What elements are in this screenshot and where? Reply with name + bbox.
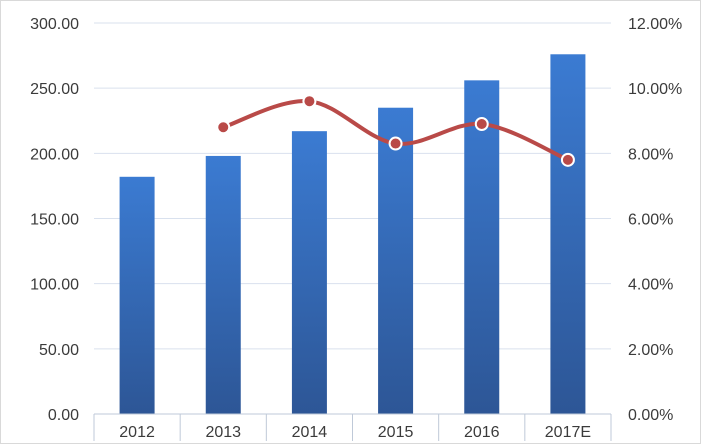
bar-2013	[205, 155, 241, 414]
right-tick-label: 2.00%	[628, 342, 673, 359]
bar-2014	[291, 131, 327, 414]
right-tick-label: 4.00%	[628, 277, 673, 294]
line-point-2017E	[560, 152, 575, 167]
left-tick-label: 0.00	[48, 407, 79, 424]
x-tick-label: 2012	[119, 424, 155, 441]
left-tick-label: 100.00	[30, 277, 79, 294]
bar-2017E	[550, 54, 586, 414]
x-tick-label: 2014	[292, 424, 328, 441]
line-point-2014	[302, 94, 317, 109]
gridlines	[94, 22, 611, 350]
line-point-2016	[474, 117, 489, 132]
line-point-2013	[216, 120, 231, 135]
left-tick-label: 50.00	[39, 342, 79, 359]
left-tick-label: 250.00	[30, 81, 79, 98]
x-tick-label: 2017E	[545, 424, 591, 441]
right-axis-ticks: 0.00% 2.00% 4.00% 6.00% 8.00% 10.00% 12.00%	[628, 16, 682, 424]
line-series	[216, 94, 575, 167]
bar-2012	[119, 176, 155, 414]
right-tick-label: 8.00%	[628, 146, 673, 163]
x-tick-label: 2016	[464, 424, 500, 441]
line-point-2015	[388, 136, 403, 151]
bar-2015	[378, 107, 414, 414]
left-tick-label: 150.00	[30, 212, 79, 229]
right-tick-label: 10.00%	[628, 81, 682, 98]
x-tick-label: 2013	[205, 424, 241, 441]
x-axis	[93, 413, 612, 441]
right-tick-label: 12.00%	[628, 16, 682, 33]
right-tick-label: 0.00%	[628, 407, 673, 424]
left-tick-label: 300.00	[30, 16, 79, 33]
left-axis-ticks: 0.00 50.00 100.00 150.00 200.00 250.00 300.00	[30, 16, 79, 424]
right-tick-label: 6.00%	[628, 212, 673, 229]
bar-series	[119, 54, 586, 414]
left-tick-label: 200.00	[30, 146, 79, 163]
bar-2016	[464, 80, 500, 414]
x-tick-label: 2015	[378, 424, 414, 441]
x-axis-ticks: 2012 2013 2014 2015 2016 2017E	[119, 424, 591, 441]
